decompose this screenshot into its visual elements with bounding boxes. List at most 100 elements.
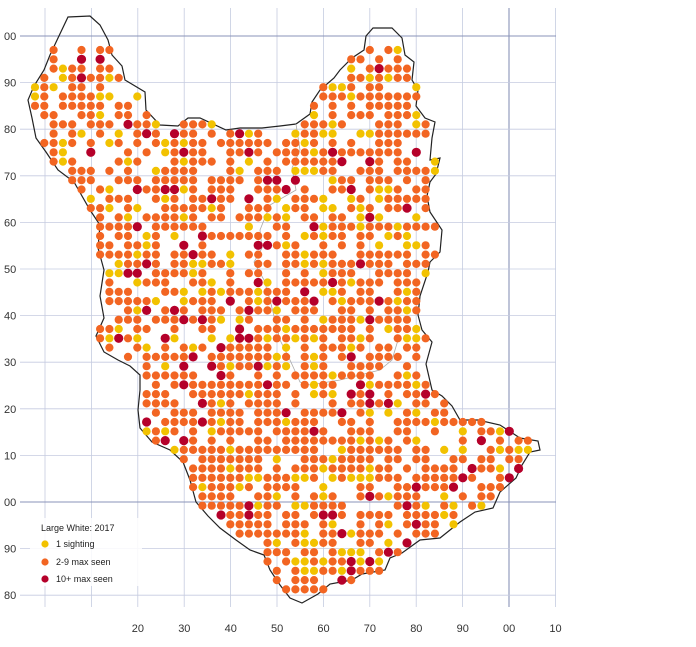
sighting-dot xyxy=(347,399,356,408)
sighting-dot xyxy=(254,455,263,464)
sighting-dot xyxy=(319,371,328,380)
sighting-dot xyxy=(244,213,253,222)
sighting-dot xyxy=(263,510,272,520)
sighting-dot xyxy=(58,73,67,82)
sighting-dot xyxy=(384,120,393,129)
sighting-dot xyxy=(347,529,356,538)
legend-label-3: 10+ max seen xyxy=(56,574,113,584)
sighting-dot xyxy=(319,538,328,548)
sighting-dot xyxy=(300,129,309,138)
sighting-dot xyxy=(412,287,421,296)
sighting-dot xyxy=(300,204,309,213)
sighting-dot xyxy=(263,287,272,296)
legend-dot-2 xyxy=(41,558,49,566)
sighting-dot xyxy=(328,101,337,110)
sighting-dot xyxy=(142,362,151,371)
sighting-dot xyxy=(235,343,244,352)
sighting-dot xyxy=(393,148,402,157)
sighting-dot xyxy=(254,287,263,296)
sighting-dot xyxy=(263,306,272,315)
sighting-dot xyxy=(430,157,439,166)
sighting-dot xyxy=(328,157,337,166)
sighting-dot xyxy=(272,566,281,575)
sighting-dot xyxy=(179,315,189,325)
sighting-dot xyxy=(272,222,281,231)
sighting-dot xyxy=(272,371,281,380)
sighting-dot xyxy=(263,473,272,482)
sighting-dot xyxy=(383,398,393,408)
sighting-dot xyxy=(375,520,384,529)
sighting-dot xyxy=(96,204,105,213)
sighting-dot xyxy=(365,389,375,399)
sighting-dot xyxy=(309,417,319,427)
sighting-dot xyxy=(189,445,198,454)
sighting-dot xyxy=(179,185,188,194)
sighting-dot xyxy=(309,194,319,203)
sighting-dot xyxy=(105,324,114,334)
sighting-dot xyxy=(226,343,235,352)
sighting-dot xyxy=(226,427,235,436)
sighting-dot xyxy=(216,473,226,482)
sighting-dot xyxy=(68,176,77,185)
sighting-dot xyxy=(179,176,188,185)
sighting-dot xyxy=(440,417,449,427)
sighting-dot xyxy=(254,427,263,436)
sighting-dot xyxy=(263,334,272,343)
sighting-dot xyxy=(179,129,188,138)
sighting-dot xyxy=(291,250,300,259)
sighting-dot xyxy=(207,185,216,194)
sighting-dot xyxy=(402,278,412,287)
sighting-dot xyxy=(356,250,365,259)
sighting-dot xyxy=(179,222,188,231)
x-tick-label: 20 xyxy=(132,623,144,635)
sighting-dot xyxy=(300,352,309,361)
sighting-dot xyxy=(412,83,421,92)
sighting-dot xyxy=(430,408,439,417)
sighting-dot xyxy=(244,157,253,166)
sighting-dot xyxy=(123,259,133,268)
sighting-dot xyxy=(142,305,152,315)
sighting-dot xyxy=(263,157,272,166)
sighting-dot xyxy=(189,259,198,268)
sighting-dot xyxy=(309,129,319,138)
sighting-dot xyxy=(170,148,179,157)
sighting-dot xyxy=(179,306,188,315)
sighting-dot xyxy=(291,510,300,520)
sighting-dot xyxy=(105,250,114,259)
sighting-dot xyxy=(263,194,272,203)
sighting-dot xyxy=(412,297,421,306)
sighting-dot xyxy=(272,334,281,343)
sighting-dot xyxy=(254,250,263,259)
sighting-dot xyxy=(114,138,123,148)
sighting-dot xyxy=(347,315,356,324)
sighting-dot xyxy=(430,222,439,231)
sighting-dot xyxy=(161,222,170,231)
sighting-dot xyxy=(412,194,421,203)
sighting-dot xyxy=(272,166,281,175)
sighting-dot xyxy=(254,334,263,343)
sighting-dot xyxy=(235,445,244,454)
sighting-dot xyxy=(365,371,374,380)
sighting-dot xyxy=(123,250,133,259)
sighting-dot xyxy=(254,324,263,334)
sighting-dot xyxy=(254,352,263,361)
sighting-dot xyxy=(235,231,244,241)
sighting-dot xyxy=(402,324,412,334)
sighting-dot xyxy=(151,278,160,287)
sighting-dot xyxy=(328,473,337,482)
sighting-dot xyxy=(68,166,77,175)
sighting-dot xyxy=(244,445,253,454)
sighting-dot xyxy=(365,297,374,306)
sighting-dot xyxy=(114,194,123,203)
sighting-dot xyxy=(365,73,374,82)
sighting-dot xyxy=(412,455,421,464)
sighting-dot xyxy=(356,55,365,64)
sighting-dot xyxy=(254,529,263,538)
sighting-dot xyxy=(96,45,105,55)
sighting-dot xyxy=(170,194,179,203)
sighting-dot xyxy=(300,194,309,203)
sighting-dot xyxy=(291,324,300,334)
y-tick-label: 40 xyxy=(4,311,16,323)
sighting-dot xyxy=(198,390,207,399)
sighting-dot xyxy=(198,380,207,389)
